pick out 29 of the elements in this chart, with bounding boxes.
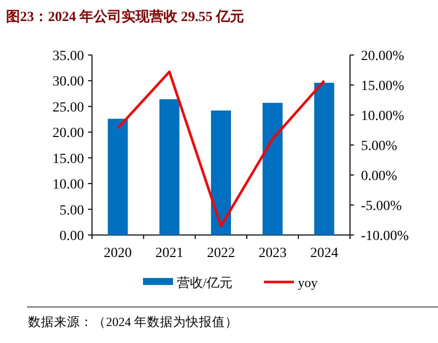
y2-tick-label: 5.00% (361, 139, 398, 154)
y-tick-label: 15.00 (52, 152, 84, 167)
bar (159, 99, 180, 235)
bar (314, 82, 334, 235)
source-note: 数据来源：（2024 年数据为快报值） (28, 315, 238, 329)
x-tick-label: 2024 (310, 246, 338, 261)
y2-tick-label: -10.00% (361, 229, 410, 244)
y-tick-label: 25.00 (52, 100, 84, 116)
y2-tick-label: 15.00% (361, 79, 404, 94)
y-tick-label: 5.00 (60, 203, 84, 218)
bar (108, 118, 128, 235)
bar (262, 102, 283, 235)
y-tick-label: 35.00 (52, 49, 84, 64)
y2-tick-label: 20.00% (361, 49, 404, 64)
y-tick-label: 10.00 (52, 178, 84, 193)
x-tick-label: 2021 (155, 246, 184, 261)
chart-title: 图23：2024 年公司实现营收 29.55 亿元 (6, 8, 244, 25)
x-tick-label: 2020 (104, 246, 132, 261)
y-tick-label: 0.00 (60, 229, 84, 244)
legend-label: 营收/亿元 (177, 275, 233, 290)
y-tick-label: 20.00 (52, 126, 84, 142)
legend-label: yoy (298, 275, 318, 290)
bar (211, 110, 231, 235)
y2-tick-label: 10.00% (361, 109, 404, 124)
y-tick-label: 30.00 (52, 74, 84, 90)
x-tick-label: 2023 (258, 246, 287, 261)
y2-tick-label: 0.00% (361, 169, 398, 184)
x-tick-label: 2022 (207, 246, 235, 261)
y2-tick-label: -5.00% (361, 199, 402, 214)
